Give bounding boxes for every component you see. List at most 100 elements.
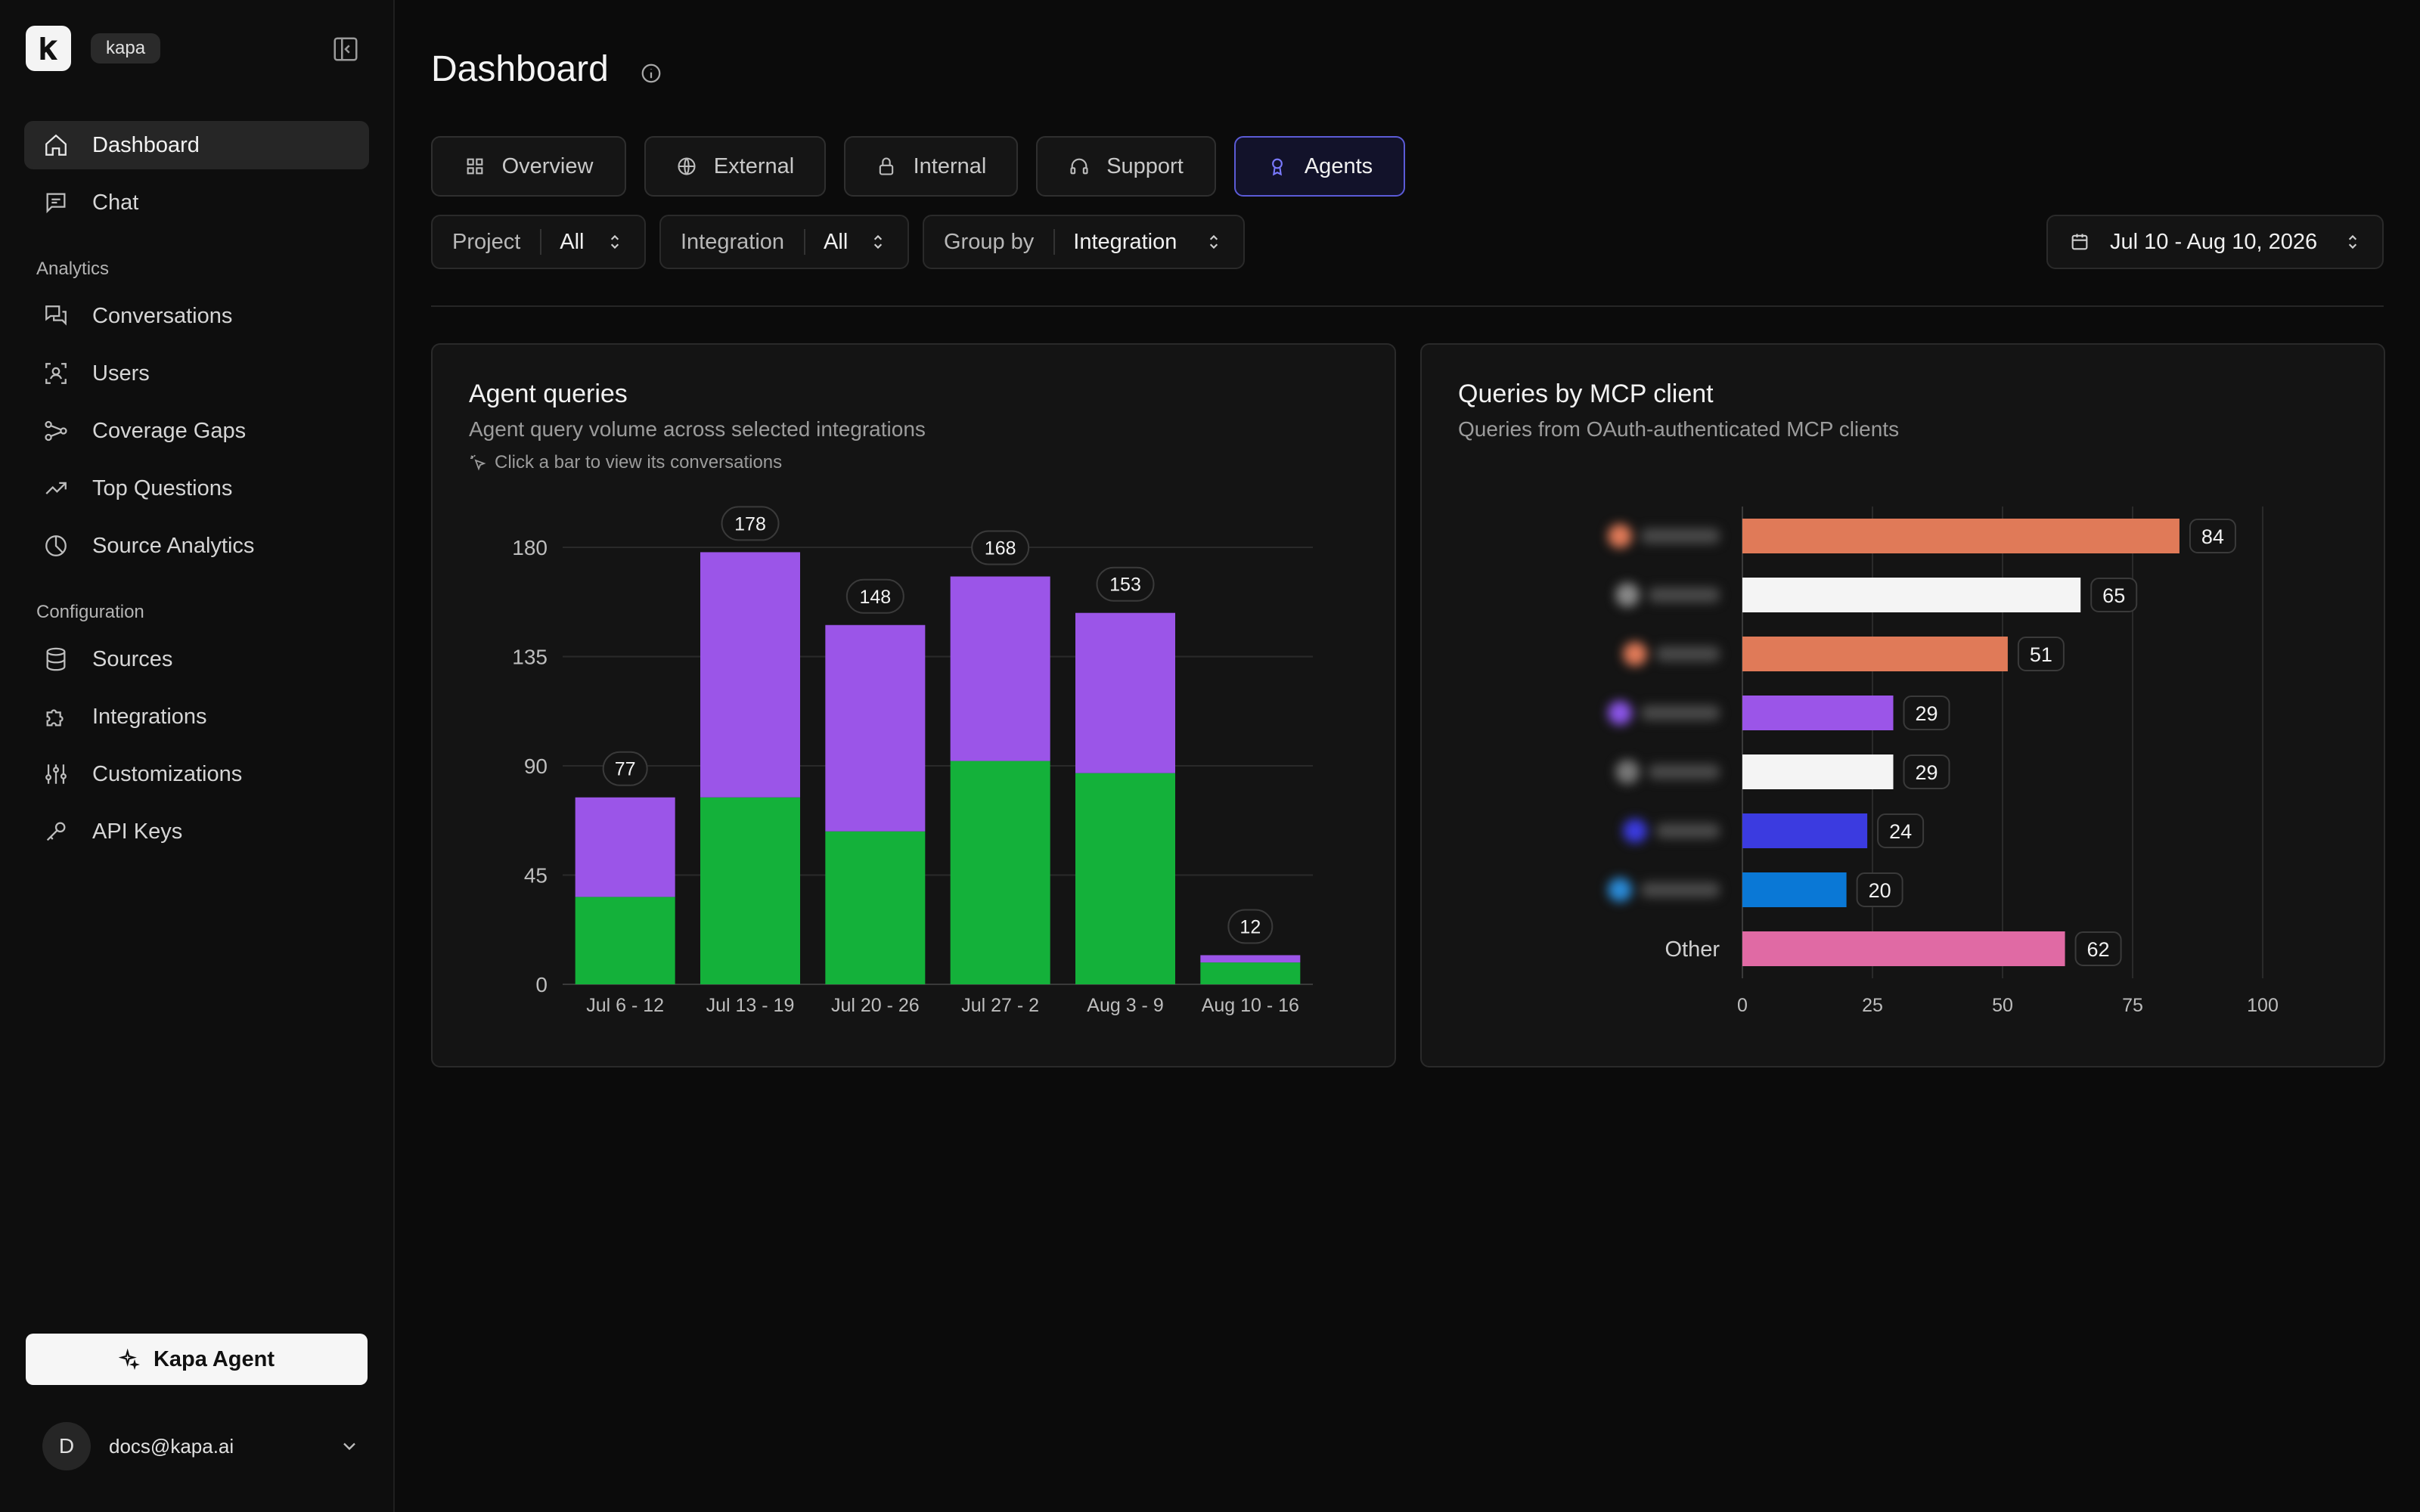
blurred-client-label xyxy=(1615,583,1720,607)
sidebar-item-customizations[interactable]: Customizations xyxy=(24,750,369,798)
tab-overview[interactable]: Overview xyxy=(431,136,626,197)
card-subtitle: Agent query volume across selected integ… xyxy=(469,417,926,441)
bar[interactable] xyxy=(1742,813,1868,848)
agent-icon xyxy=(1271,158,1283,176)
sidebar-item-chat[interactable]: Chat xyxy=(24,178,369,227)
bar-segment[interactable] xyxy=(1075,773,1175,984)
x-tick-label: Jul 13 - 19 xyxy=(706,995,795,1016)
tab-label: Agents xyxy=(1304,153,1373,178)
headset-icon xyxy=(1070,158,1088,175)
client-name-redacted xyxy=(1649,764,1720,779)
bar-segment[interactable] xyxy=(1200,962,1301,984)
sidebar-item-sources[interactable]: Sources xyxy=(24,635,369,683)
tab-agents[interactable]: Agents xyxy=(1234,136,1405,197)
total-label-pill xyxy=(845,578,904,614)
sidebar-collapse-icon[interactable] xyxy=(331,35,360,64)
bar-segment[interactable] xyxy=(950,576,1050,761)
bar[interactable] xyxy=(1742,872,1847,907)
total-label: 178 xyxy=(734,513,766,534)
blurred-client-label xyxy=(1608,701,1720,725)
kapa-logo[interactable] xyxy=(26,26,71,71)
bar-segment[interactable] xyxy=(825,624,926,832)
bar-segment[interactable] xyxy=(700,552,800,798)
bar[interactable] xyxy=(1742,578,2081,612)
tab-external[interactable]: External xyxy=(644,136,826,197)
user-email: docs@kapa.ai xyxy=(109,1434,234,1458)
y-tick-label: 180 xyxy=(512,536,548,559)
client-icon xyxy=(1608,524,1632,548)
grid-icon xyxy=(467,158,482,175)
filter-separator xyxy=(804,229,806,255)
date-range-value: Jul 10 - Aug 10, 2026 xyxy=(2110,229,2318,254)
group-by-filter[interactable]: Group by Integration xyxy=(923,215,1245,269)
trending-icon xyxy=(42,475,70,502)
sidebar-item-label: API Keys xyxy=(92,819,183,844)
sidebar-item-source-analytics[interactable]: Source Analytics xyxy=(24,522,369,570)
tab-label: Internal xyxy=(913,153,987,178)
x-tick-label: Aug 10 - 16 xyxy=(1202,995,1299,1016)
agent-queries-card: Agent queries Agent query volume across … xyxy=(431,343,1396,1067)
sidebar-item-users[interactable]: Users xyxy=(24,349,369,398)
bar-segment[interactable] xyxy=(575,797,675,897)
bar-segment[interactable] xyxy=(1075,612,1175,773)
mcp-clients-chart[interactable]: 0 25 50 75 100 84 65 51 29 29 24 20 62 Other xyxy=(1422,345,2387,1069)
agent-queries-chart[interactable]: 0 45 90 135 180 77 Jul 6 - 12 178 Jul 13 - 19 148… xyxy=(433,345,1398,1069)
sidebar-item-label: Conversations xyxy=(92,303,233,328)
client-name-redacted xyxy=(1641,705,1720,720)
bar[interactable] xyxy=(1742,637,2008,671)
y-tick-label: 90 xyxy=(524,754,548,778)
value-label: 20 xyxy=(1869,879,1891,902)
card-subtitle: Queries from OAuth-authenticated MCP cli… xyxy=(1458,417,1900,441)
total-label-pill xyxy=(602,751,648,786)
chevron-updown-icon xyxy=(2348,234,2357,249)
bar[interactable] xyxy=(1742,696,1894,730)
sidebar-item-label: Source Analytics xyxy=(92,533,255,558)
bar[interactable] xyxy=(1742,519,2180,553)
info-icon[interactable] xyxy=(640,62,662,85)
bar-segment[interactable] xyxy=(825,831,926,984)
sidebar-item-label: Coverage Gaps xyxy=(92,418,247,443)
sidebar-item-label: Sources xyxy=(92,646,173,671)
chevron-updown-icon xyxy=(1209,234,1218,249)
blurred-client-label xyxy=(1623,642,1720,666)
tab-internal[interactable]: Internal xyxy=(844,136,1018,197)
integration-filter[interactable]: Integration All xyxy=(659,215,909,269)
sidebar-item-dashboard[interactable]: Dashboard xyxy=(24,121,369,169)
blurred-client-label xyxy=(1608,878,1720,902)
bar-segment[interactable] xyxy=(700,797,800,984)
date-range-picker[interactable]: Jul 10 - Aug 10, 2026 xyxy=(2046,215,2384,269)
tab-label: External xyxy=(713,153,795,178)
lock-icon xyxy=(879,157,893,175)
sidebar-item-coverage-gaps[interactable]: Coverage Gaps xyxy=(24,407,369,455)
coverage-icon xyxy=(42,417,70,445)
bar-segment[interactable] xyxy=(575,897,675,984)
sidebar-item-api-keys[interactable]: API Keys xyxy=(24,807,369,856)
sidebar-item-integrations[interactable]: Integrations xyxy=(24,692,369,741)
key-icon xyxy=(42,818,70,845)
sidebar-item-top-questions[interactable]: Top Questions xyxy=(24,464,369,513)
bar[interactable] xyxy=(1742,931,2065,966)
card-hint: Click a bar to view its conversations xyxy=(469,452,782,473)
bar-segment[interactable] xyxy=(1200,955,1301,963)
x-tick-label: 75 xyxy=(2122,995,2143,1016)
x-tick-label: 100 xyxy=(2247,995,2279,1016)
sidebar-item-conversations[interactable]: Conversations xyxy=(24,292,369,340)
workspace-badge[interactable]: kapa xyxy=(91,33,161,64)
sidebar-item-label: Users xyxy=(92,361,150,386)
project-filter[interactable]: Project All xyxy=(431,215,646,269)
chevron-updown-icon xyxy=(873,234,883,249)
user-menu[interactable]: D docs@kapa.ai xyxy=(42,1421,360,1471)
value-label-pill xyxy=(2090,578,2138,612)
database-icon xyxy=(42,646,70,673)
client-name-redacted xyxy=(1649,587,1720,603)
client-icon xyxy=(1623,819,1647,843)
calendar-icon xyxy=(2071,234,2088,250)
kapa-agent-button[interactable]: Kapa Agent xyxy=(26,1334,368,1385)
x-tick-label: Jul 20 - 26 xyxy=(831,995,920,1016)
bar[interactable] xyxy=(1742,754,1894,789)
bar-segment[interactable] xyxy=(950,761,1050,984)
sidebar-item-label: Dashboard xyxy=(92,132,200,157)
total-label: 168 xyxy=(985,538,1016,559)
tab-support[interactable]: Support xyxy=(1036,136,1216,197)
total-label: 77 xyxy=(615,759,636,780)
